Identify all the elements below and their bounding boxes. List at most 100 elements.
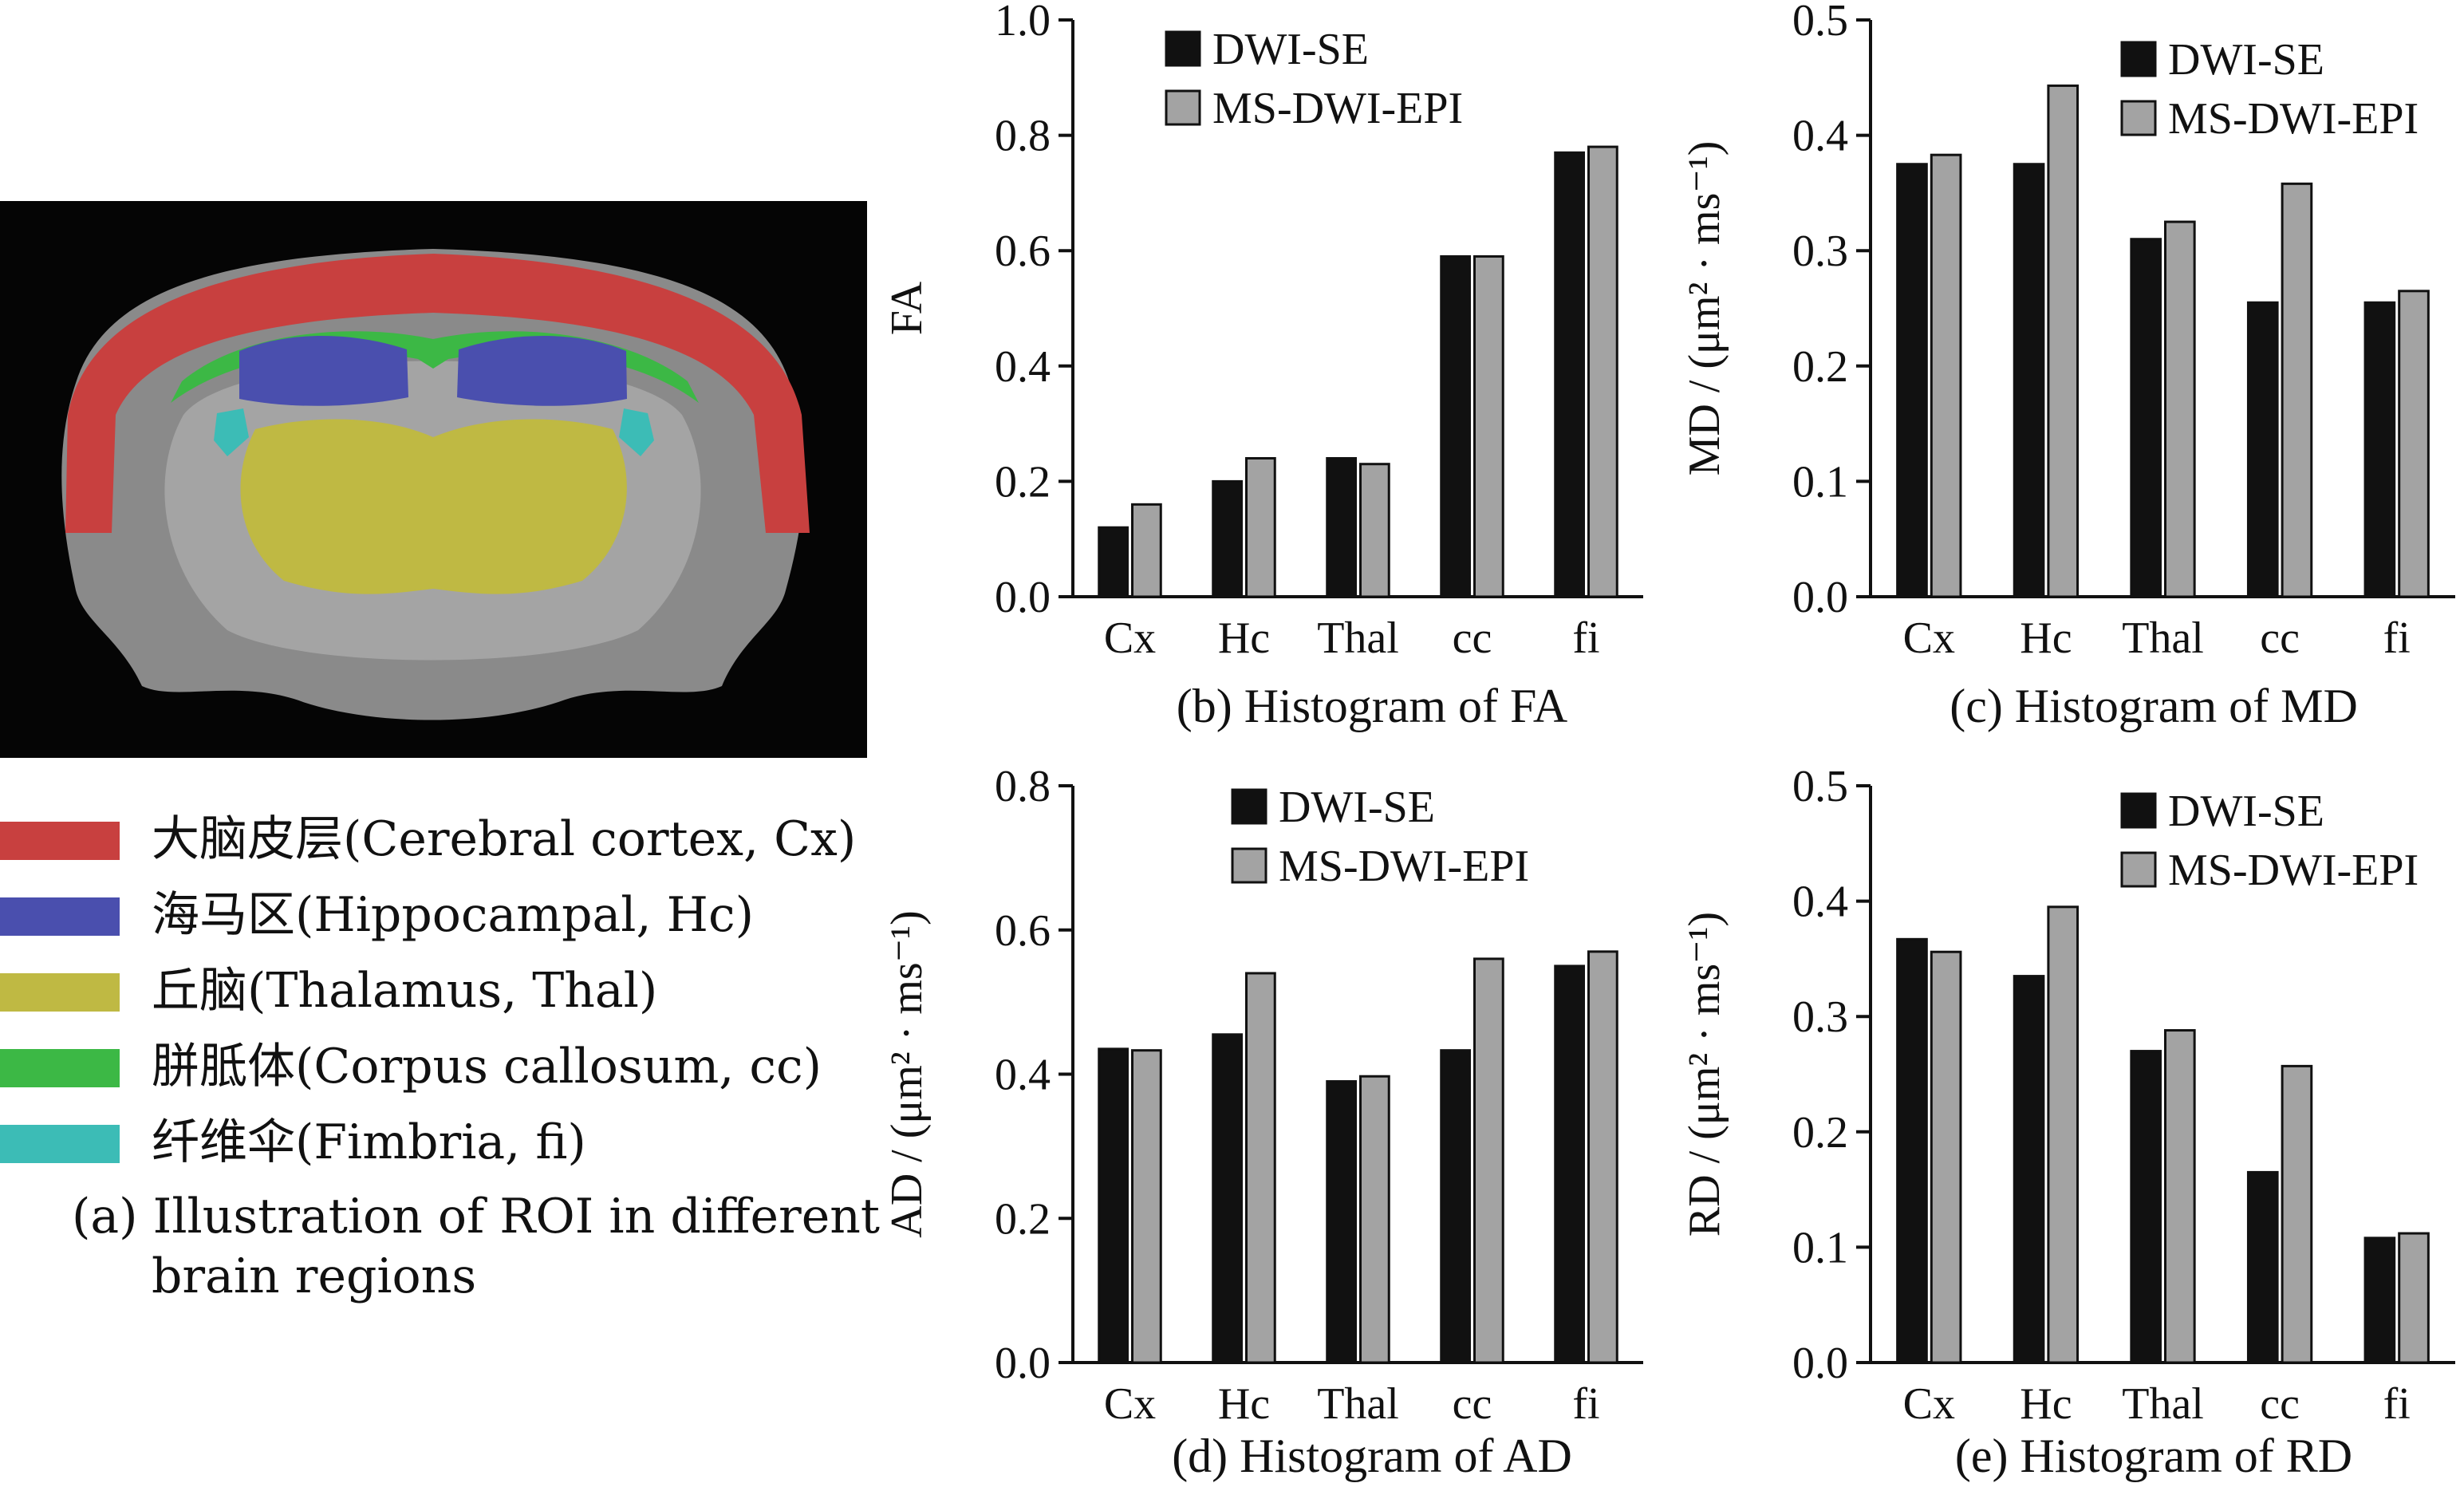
- y-tick-label: 0.8: [995, 762, 1051, 811]
- roi-cortex-region: [65, 254, 810, 533]
- y-axis-label: FA: [882, 281, 932, 335]
- x-tick-label: Cx: [1104, 613, 1156, 663]
- roi-legend-label-1: 海马区(Hippocampal, Hc): [152, 887, 754, 943]
- bar-fa-Hc-1: [1245, 456, 1276, 598]
- roi-hippocampus-left: [239, 335, 408, 406]
- bar-fa-Thal-0: [1326, 456, 1357, 598]
- bar-rd-Thal-0: [2130, 1050, 2162, 1364]
- roi-legend-swatch-1: [0, 897, 120, 936]
- bar-rd-fi-0: [2363, 1237, 2396, 1364]
- bar-ad-fi-0: [1554, 964, 1585, 1364]
- y-tick-label: 0.6: [995, 227, 1051, 276]
- y-tick-label: 0.6: [995, 906, 1051, 956]
- x-tick-label: Hc: [1218, 1379, 1270, 1429]
- roi-fimbria-left: [214, 408, 249, 456]
- y-tick-label: 0.2: [995, 457, 1051, 507]
- y-tick-label: 0.0: [1792, 1339, 1848, 1388]
- x-tick-label: fi: [2383, 1379, 2411, 1429]
- bar-ad-Cx-0: [1098, 1047, 1129, 1364]
- legend-swatch: [2120, 792, 2157, 829]
- y-tick-label: 0.3: [1792, 992, 1848, 1042]
- roi-legend-label-2: 丘脑(Thalamus, Thal): [152, 963, 657, 1019]
- x-tick-label: fi: [1572, 1379, 1599, 1429]
- x-tick-label: fi: [2383, 613, 2411, 663]
- legend-label: DWI-SE: [2168, 35, 2324, 85]
- y-tick-label: 0.4: [1792, 112, 1848, 161]
- bar-ad-Hc-1: [1245, 972, 1276, 1364]
- legend-label: DWI-SE: [1212, 25, 1369, 74]
- roi-legend-swatch-3: [0, 1049, 120, 1087]
- bar-rd-Cx-0: [1896, 937, 1928, 1364]
- chart-caption: (c) Histogram of MD: [1950, 680, 2358, 732]
- bar-rd-Cx-1: [1930, 950, 1962, 1364]
- legend-label: DWI-SE: [2168, 787, 2324, 836]
- chart-caption: (b) Histogram of FA: [1177, 680, 1568, 732]
- roi-hippocampus-right: [457, 335, 627, 406]
- x-tick-label: Hc: [1218, 613, 1270, 663]
- x-tick-label: Hc: [2020, 613, 2072, 663]
- roi-thalamus-region: [240, 419, 627, 594]
- y-axis-label: RD / (μm² · ms⁻¹): [1680, 912, 1729, 1237]
- bar-ad-Hc-0: [1212, 1033, 1243, 1364]
- x-tick-label: Cx: [1903, 613, 1955, 663]
- bar-fa-Cx-0: [1098, 526, 1129, 598]
- bar-rd-cc-0: [2246, 1170, 2279, 1364]
- legend-swatch: [2120, 851, 2157, 888]
- bar-rd-cc-1: [2281, 1064, 2313, 1364]
- bar-md-fi-0: [2363, 301, 2396, 598]
- legend-swatch: [1165, 30, 1201, 67]
- x-tick-label: Thal: [2122, 1379, 2204, 1429]
- legend-swatch: [2120, 41, 2157, 77]
- legend-label: DWI-SE: [1279, 783, 1435, 832]
- panel-a-roi-illustration: 大脑皮层(Cerebral cortex, Cx) 海马区(Hippocampal…: [0, 201, 880, 1304]
- y-axis-label: MD / (μm² · ms⁻¹): [1680, 141, 1729, 476]
- panel-a-caption-line2: brain regions: [152, 1248, 476, 1304]
- y-tick-label: 0.8: [995, 112, 1051, 161]
- chart-md-histogram: 0.0 0.1 0.2 0.3 0.4 0.5 MD / (μm² · ms⁻¹) Cx Hc T…: [1680, 0, 2455, 732]
- bar-md-cc-1: [2281, 182, 2313, 598]
- roi-legend-label-3: 胼胝体(Corpus callosum, cc): [152, 1039, 822, 1095]
- bar-rd-Hc-0: [2013, 975, 2045, 1364]
- roi-fimbria-right: [619, 408, 654, 456]
- legend-swatch: [1165, 89, 1201, 126]
- roi-legend: 大脑皮层(Cerebral cortex, Cx) 海马区(Hippocampal…: [0, 811, 856, 1170]
- roi-legend-swatch-2: [0, 973, 120, 1012]
- y-tick-label: 0.1: [1792, 457, 1848, 507]
- bar-ad-Thal-0: [1326, 1080, 1357, 1364]
- chart-rd-histogram: 0.0 0.1 0.2 0.3 0.4 0.5 RD / (μm² · ms⁻¹) Cx Hc T…: [1680, 762, 2455, 1482]
- y-tick-label: 0.2: [1792, 342, 1848, 392]
- y-tick-label: 0.0: [995, 1339, 1051, 1388]
- chart-ad-histogram: 0.0 0.2 0.4 0.6 0.8 AD / (μm² · ms⁻¹) Cx Hc Thal…: [882, 762, 1643, 1482]
- panel-a-caption-line1: (a) Illustration of ROI in different: [72, 1189, 880, 1244]
- chart-caption: (e) Histogram of RD: [1955, 1430, 2352, 1482]
- bar-rd-fi-1: [2398, 1232, 2430, 1364]
- y-tick-label: 0.1: [1792, 1223, 1848, 1272]
- y-axis-label: AD / (μm² · ms⁻¹): [882, 910, 932, 1237]
- bar-ad-Thal-1: [1359, 1075, 1390, 1364]
- x-tick-label: cc: [2260, 613, 2300, 663]
- bar-md-Hc-0: [2013, 163, 2045, 598]
- legend-swatch: [1231, 788, 1267, 825]
- x-tick-label: Thal: [1317, 613, 1399, 663]
- legend-label: MS-DWI-EPI: [1212, 84, 1463, 133]
- bar-fa-cc-1: [1473, 254, 1504, 598]
- x-tick-label: cc: [2260, 1379, 2300, 1429]
- legend-label: MS-DWI-EPI: [2168, 94, 2419, 144]
- x-tick-label: cc: [1453, 613, 1492, 663]
- bar-ad-cc-0: [1440, 1049, 1471, 1364]
- bar-fa-fi-0: [1554, 151, 1585, 598]
- y-tick-label: 0.2: [995, 1194, 1051, 1244]
- x-tick-label: Thal: [2122, 613, 2204, 663]
- bar-md-Thal-0: [2130, 238, 2162, 598]
- legend-swatch: [2120, 100, 2157, 136]
- legend-swatch: [1231, 847, 1267, 884]
- y-tick-label: 0.4: [1792, 878, 1848, 927]
- y-tick-label: 0.3: [1792, 227, 1848, 276]
- y-tick-label: 0.4: [995, 342, 1051, 392]
- bar-fa-Cx-1: [1131, 503, 1162, 598]
- roi-legend-label-4: 纤维伞(Fimbria, fi): [152, 1114, 586, 1170]
- bar-ad-fi-1: [1587, 950, 1618, 1364]
- bar-fa-Hc-0: [1212, 479, 1243, 598]
- brain-roi-image: [0, 201, 867, 758]
